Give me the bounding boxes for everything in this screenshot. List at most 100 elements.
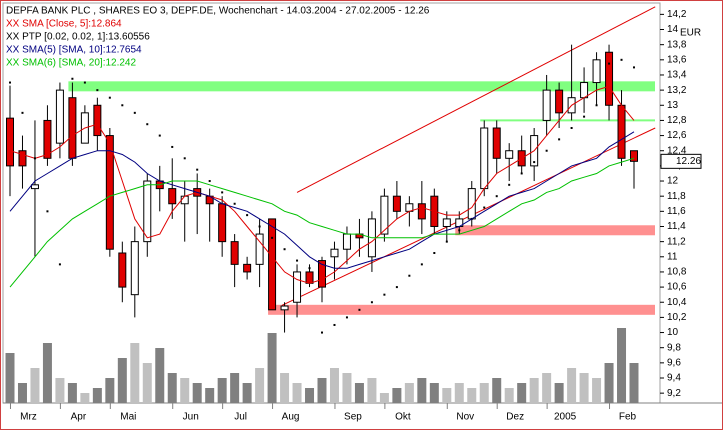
volume-bar bbox=[92, 388, 102, 403]
x-tick-label: Jun bbox=[183, 412, 199, 423]
volume-bar bbox=[392, 388, 402, 403]
candle-body bbox=[318, 260, 326, 288]
level-band bbox=[268, 304, 655, 315]
y-tick-label: 9,2 bbox=[667, 388, 681, 399]
indicator-line bbox=[9, 85, 635, 284]
sar-dot bbox=[71, 77, 74, 80]
y-tick-label: 12,6 bbox=[667, 130, 687, 141]
sar-dot bbox=[258, 225, 261, 228]
y-tick-label: 12,4 bbox=[667, 145, 687, 156]
x-tick-label: Mai bbox=[120, 412, 136, 423]
sar-dot bbox=[121, 104, 124, 107]
sar-dot bbox=[308, 267, 311, 270]
y-tick-label: 11,2 bbox=[667, 236, 686, 247]
level-band bbox=[455, 225, 655, 236]
volume-bar bbox=[529, 378, 539, 403]
volume-bar bbox=[417, 378, 427, 403]
volume-bar bbox=[617, 328, 627, 403]
candle-body bbox=[305, 271, 314, 284]
candle-body bbox=[442, 218, 451, 227]
y-tick-label: 10,6 bbox=[667, 282, 687, 293]
candle-body bbox=[617, 104, 626, 159]
sar-dot bbox=[158, 134, 161, 137]
candle-body bbox=[293, 271, 302, 303]
volume-bar bbox=[155, 348, 165, 403]
candle-body bbox=[492, 127, 501, 159]
volume-bar bbox=[604, 363, 614, 403]
sar-dot bbox=[333, 323, 336, 326]
candle-body bbox=[18, 150, 27, 167]
last-price-box bbox=[660, 153, 702, 169]
volume-bar bbox=[629, 363, 639, 403]
volume-bar bbox=[255, 368, 265, 403]
candle-body bbox=[330, 248, 339, 258]
x-tick-label: 2005 bbox=[554, 412, 577, 423]
volume-bar bbox=[429, 383, 439, 403]
candle-body bbox=[68, 97, 77, 159]
sar-dot bbox=[520, 172, 523, 175]
sar-dot bbox=[246, 214, 249, 217]
sar-dot bbox=[21, 111, 24, 114]
volume-bar bbox=[442, 388, 452, 403]
volume-bar bbox=[17, 383, 27, 403]
sar-dot bbox=[408, 274, 411, 277]
sar-dot bbox=[96, 89, 99, 92]
y-tick-label: 10,4 bbox=[667, 297, 687, 308]
candle-body bbox=[580, 82, 589, 99]
candle-body bbox=[55, 89, 64, 144]
volume-bar bbox=[80, 393, 90, 403]
volume-bar bbox=[354, 383, 364, 403]
sar-dot bbox=[383, 293, 386, 296]
volume-bar bbox=[230, 373, 240, 403]
candle-body bbox=[342, 233, 351, 250]
y-tick-label: 12 bbox=[667, 176, 679, 187]
candle-body bbox=[268, 218, 277, 311]
sar-dot bbox=[108, 96, 111, 99]
legend-entry: XX PTP [0.02, 0.02, 1]:13.60556 bbox=[6, 32, 150, 43]
x-tick-label: Jul bbox=[234, 412, 247, 423]
volume-bar bbox=[55, 378, 65, 403]
y-tick-label: 9,8 bbox=[667, 342, 681, 353]
x-tick-label: Sep bbox=[344, 412, 362, 423]
y-tick-label: 13,6 bbox=[667, 54, 687, 65]
y-tick-label: 10,2 bbox=[667, 312, 687, 323]
sar-dot bbox=[570, 127, 573, 129]
volume-bar bbox=[592, 378, 602, 403]
sar-dot bbox=[508, 183, 511, 186]
x-tick-label: Apr bbox=[71, 412, 87, 423]
y-tick-label: 9,6 bbox=[667, 357, 681, 368]
sar-dot bbox=[33, 157, 36, 160]
volume-bar bbox=[242, 383, 252, 403]
volume-bar bbox=[167, 373, 177, 403]
sar-dot bbox=[345, 316, 348, 319]
sar-dot bbox=[46, 210, 49, 213]
volume-bar bbox=[305, 388, 315, 403]
volume-bar bbox=[67, 383, 77, 403]
y-tick-label: 10,8 bbox=[667, 267, 687, 278]
candle-body bbox=[230, 241, 239, 265]
x-tick-label: Dez bbox=[506, 412, 524, 423]
sar-dot bbox=[358, 308, 361, 311]
volume-bar bbox=[454, 383, 464, 403]
volume-bar bbox=[317, 378, 327, 403]
candle-body bbox=[6, 117, 14, 167]
trend-line bbox=[296, 6, 656, 193]
candle-body bbox=[30, 184, 39, 190]
volume-bar bbox=[504, 388, 514, 403]
volume-bar bbox=[5, 353, 15, 403]
y-tick-label: 10 bbox=[667, 327, 679, 338]
candle-body bbox=[380, 195, 389, 235]
candle-body bbox=[255, 233, 264, 265]
sar-dot bbox=[433, 252, 436, 254]
y-tick-label: 11,4 bbox=[667, 221, 686, 232]
y-tick-label: 11,8 bbox=[667, 191, 686, 202]
candle-body bbox=[505, 150, 514, 159]
volume-bar bbox=[329, 368, 339, 403]
indicator-line bbox=[9, 131, 635, 269]
candle-body bbox=[592, 59, 601, 84]
volume-bar bbox=[205, 388, 215, 403]
candle-body bbox=[143, 180, 152, 243]
volume-bar bbox=[180, 378, 190, 403]
sar-dot bbox=[9, 81, 11, 84]
